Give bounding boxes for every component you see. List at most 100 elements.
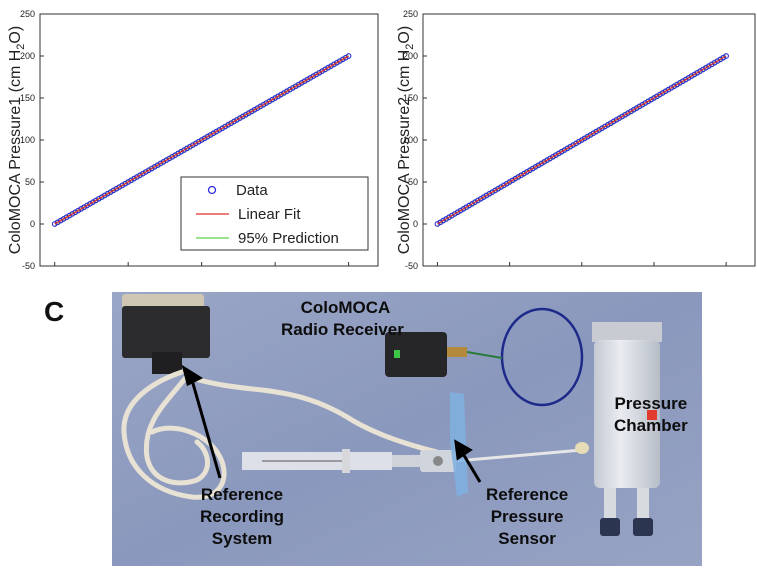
data-point — [521, 170, 527, 177]
label-radio-receiver: ColoMOCA Radio Receiver — [281, 297, 404, 341]
data-point — [697, 68, 703, 74]
data-point — [466, 202, 473, 209]
data-point — [489, 189, 496, 195]
data-point — [535, 162, 542, 169]
data-point — [576, 138, 582, 145]
data-point — [665, 86, 672, 93]
data-point — [593, 128, 600, 135]
data-point — [703, 64, 709, 71]
data-point — [558, 148, 565, 155]
legend-fit-label: Linear Fit — [238, 206, 301, 223]
data-point — [552, 152, 559, 158]
data-point — [567, 143, 574, 150]
y-tick-label: 50 — [408, 177, 418, 187]
data-point — [688, 73, 695, 80]
data-point — [463, 204, 470, 211]
data-point — [509, 177, 516, 184]
data-point — [443, 216, 449, 222]
label-reference-sensor: Reference Pressure Sensor — [486, 484, 568, 550]
data-point — [639, 101, 646, 108]
pressure-chamber — [575, 322, 662, 536]
legend-data-marker — [207, 185, 217, 195]
data-point — [659, 90, 666, 96]
y-tick-label: 150 — [403, 93, 418, 103]
data-point — [622, 111, 628, 118]
data-point — [345, 53, 352, 59]
data-point — [570, 142, 576, 148]
data-point — [495, 185, 501, 192]
y-tick-label: -50 — [22, 261, 35, 271]
data-point — [451, 211, 458, 217]
chart-a-ylabel: ColoMOCA Pressure1 (cm H2O) — [7, 26, 27, 254]
data-point — [604, 122, 611, 128]
label-pressure-chamber-line1: Pressure — [614, 394, 688, 413]
label-reference-sensor-line3: Sensor — [498, 529, 556, 548]
data-point — [477, 195, 484, 202]
linear-fit-line — [437, 55, 727, 225]
data-point — [538, 160, 545, 167]
setup-photo — [112, 292, 702, 566]
photo-scene — [112, 292, 702, 566]
data-point — [547, 155, 553, 162]
legend-data-label: Data — [236, 182, 268, 199]
y-tick-label: 100 — [20, 135, 35, 145]
data-point — [457, 207, 464, 214]
data-point — [596, 127, 602, 133]
data-point — [500, 182, 507, 189]
data-point — [636, 103, 643, 110]
y-tick-label: 200 — [20, 51, 35, 61]
data-point — [555, 150, 562, 157]
chart-a-legend: Data Linear Fit 95% Prediction — [180, 176, 369, 251]
data-point — [700, 66, 706, 73]
y-tick-label: 200 — [403, 51, 418, 61]
data-point — [584, 133, 591, 140]
data-point — [630, 106, 637, 113]
data-point — [472, 199, 478, 206]
data-point — [708, 61, 715, 68]
data-point — [628, 108, 634, 115]
data-point — [685, 74, 692, 81]
data-point — [506, 179, 513, 185]
data-point — [599, 125, 605, 132]
data-point — [651, 95, 657, 101]
legend-pred-label: 95% Prediction — [238, 230, 339, 247]
label-recording-system-line3: System — [211, 529, 273, 548]
label-arrows — [181, 364, 482, 483]
data-point — [454, 209, 461, 216]
label-pressure-chamber-line2: Chamber — [614, 416, 688, 435]
data-point — [613, 116, 620, 123]
data-point — [460, 206, 467, 212]
data-point — [440, 217, 447, 224]
capsule-wire — [466, 351, 503, 359]
data-point — [532, 164, 539, 170]
y-tick-label: 0 — [30, 219, 35, 229]
data-point — [503, 180, 510, 187]
data-point — [668, 85, 675, 91]
data-point — [602, 123, 608, 130]
data-point — [648, 96, 654, 103]
y-tick-label: 50 — [25, 177, 35, 187]
data-point — [616, 115, 623, 122]
recording-cables — [121, 369, 440, 500]
data-point — [656, 91, 663, 98]
data-point — [674, 81, 680, 88]
syringe — [242, 448, 583, 473]
data-point — [705, 63, 712, 69]
plot-frame — [422, 13, 756, 267]
linear-fit-line — [54, 55, 349, 225]
data-point — [469, 200, 475, 207]
data-point — [434, 221, 441, 227]
label-reference-sensor-line1: Reference — [486, 485, 569, 504]
data-point — [633, 105, 640, 111]
data-point — [581, 135, 588, 142]
data-point — [625, 110, 631, 116]
chart-b-ylabel: ColoMOCA Pressure2 (cm H2O) — [396, 26, 416, 254]
data-point — [645, 98, 652, 105]
data-point — [541, 158, 548, 165]
data-point — [642, 100, 649, 106]
data-point — [483, 192, 490, 199]
chart-b: -50 0 50 100 150 200 250 ColoMOCA Pressure2 (c… — [396, 9, 756, 271]
data-point — [446, 214, 452, 221]
radio-receiver — [385, 332, 467, 377]
data-point — [717, 56, 724, 63]
